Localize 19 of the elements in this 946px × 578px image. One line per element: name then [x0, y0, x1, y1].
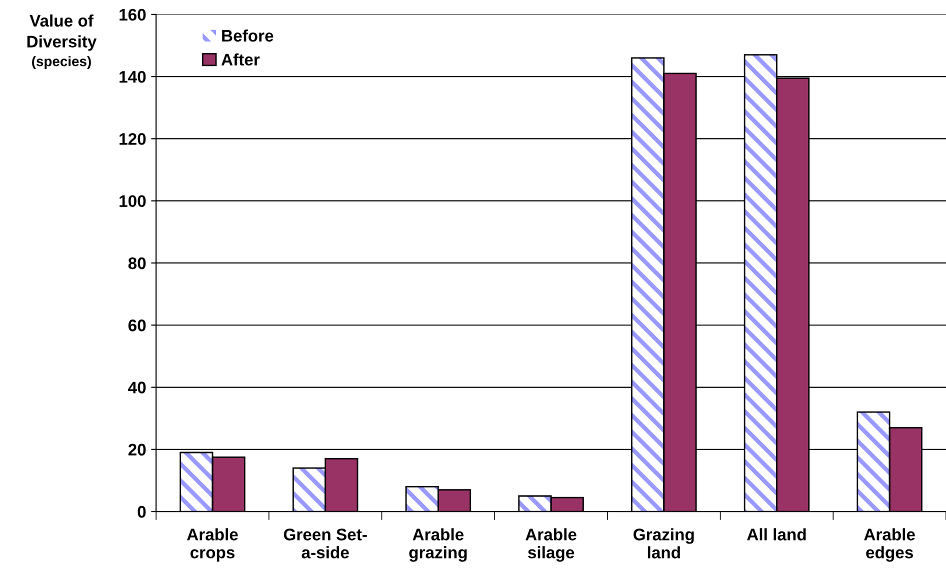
x-tick-label: All land: [747, 528, 806, 540]
x-tick-label: Grazing land: [634, 528, 694, 558]
x-tick-label: Arable edges: [864, 528, 915, 562]
x-tick-label: Arable crops: [186, 528, 238, 562]
y-tick-label: 20: [128, 444, 146, 456]
legend-label: Before: [222, 29, 274, 42]
y-tick-label: 120: [120, 133, 146, 145]
legend-label: After: [221, 53, 260, 66]
y-tick-label: 0: [138, 506, 146, 518]
y-tick-label: 60: [128, 320, 146, 332]
y-axis-title: Value of Diversity (species): [27, 14, 97, 70]
y-tick-label: 40: [128, 382, 146, 394]
y-tick-label: 140: [120, 70, 146, 83]
y-tick-label: 100: [120, 195, 146, 208]
x-tick-label: Green Set- a-side: [284, 528, 367, 558]
y-tick-label: 160: [120, 8, 146, 21]
x-tick-label: Arable grazing: [409, 528, 467, 562]
y-tick-label: 80: [128, 257, 146, 270]
x-tick-label: Arable silage: [526, 528, 576, 562]
